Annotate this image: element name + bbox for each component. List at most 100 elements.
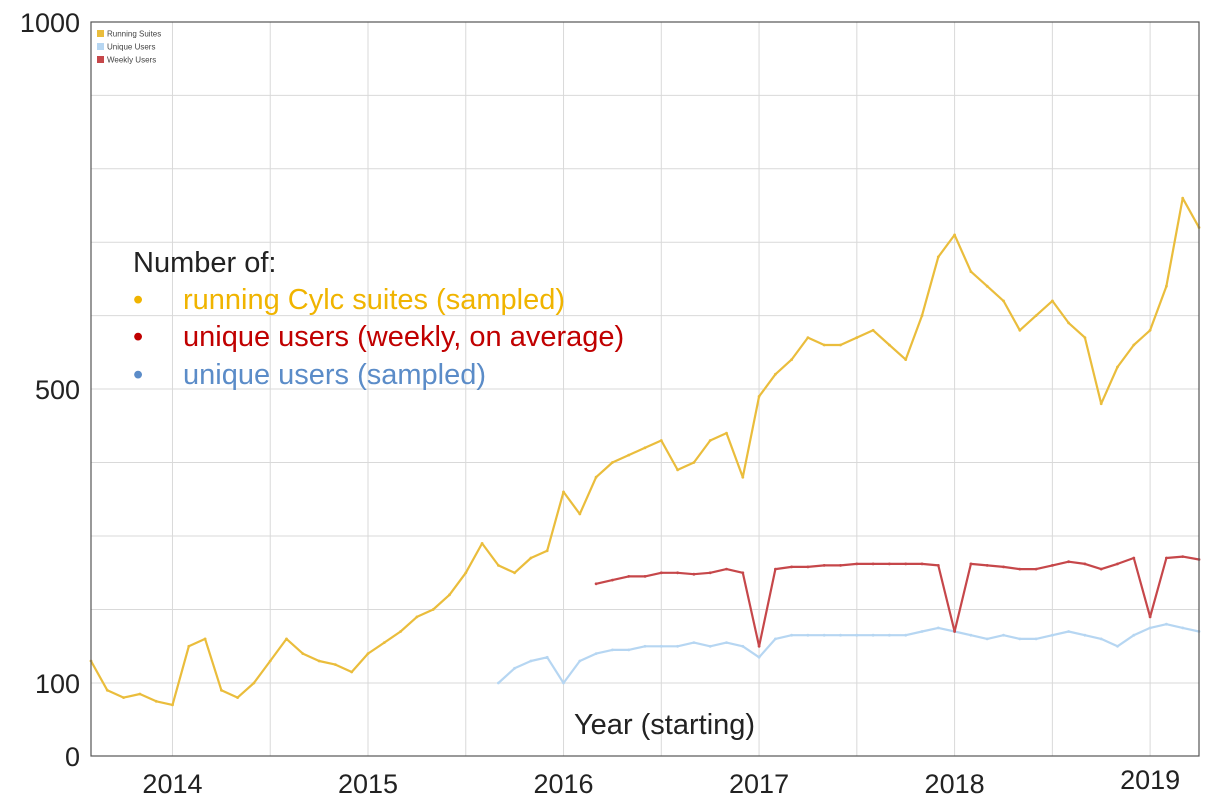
legend: Running Suites Unique Users Weekly Users (97, 30, 161, 65)
data-point (855, 633, 859, 637)
data-point (497, 564, 500, 567)
data-point (1067, 630, 1070, 633)
annotation-line-weekly-users: unique users (weekly, on average) (183, 321, 624, 353)
data-point (692, 572, 696, 576)
data-point (1083, 562, 1087, 566)
data-point (741, 571, 745, 575)
legend-label-weekly-users: Weekly Users (107, 56, 156, 65)
data-point (268, 659, 272, 663)
data-point (366, 652, 370, 655)
data-point (871, 328, 875, 332)
data-point (448, 593, 451, 597)
data-point (301, 652, 305, 655)
data-point (1116, 562, 1119, 566)
data-point (822, 343, 826, 347)
data-point (1099, 402, 1103, 406)
data-point (1018, 637, 1022, 641)
data-point (643, 575, 647, 578)
data-point (904, 633, 908, 637)
data-point (708, 439, 712, 442)
data-point (1181, 626, 1185, 630)
annotation-bullet-weekly-users: • (133, 321, 143, 353)
x-axis: 2014 2015 2016 2017 2018 2019 (142, 765, 1180, 799)
data-point (1132, 633, 1136, 637)
data-point (1018, 567, 1022, 571)
x-tick-label: 2015 (338, 769, 398, 799)
data-point (122, 696, 125, 699)
series-line-unique-users (497, 623, 1200, 685)
data-point (839, 564, 842, 567)
data-point (382, 641, 386, 644)
data-point (936, 564, 940, 567)
data-point (888, 562, 891, 566)
data-point (399, 630, 402, 633)
data-point (1181, 555, 1185, 558)
data-point (725, 641, 728, 644)
data-point (1034, 637, 1038, 641)
data-point (220, 688, 223, 692)
data-point (790, 565, 793, 569)
series-layer (89, 196, 1201, 707)
data-point (953, 630, 956, 633)
data-point (920, 630, 924, 633)
data-point (497, 681, 500, 685)
data-point (1051, 299, 1054, 303)
x-tick-label: 2018 (925, 769, 985, 799)
x-axis-label: Year (starting) (574, 709, 755, 741)
data-point (969, 270, 973, 273)
data-point (1165, 284, 1168, 288)
data-point (904, 358, 908, 361)
annotation-bullet-unique-users: • (133, 359, 143, 391)
data-point (627, 575, 631, 578)
data-point (236, 696, 240, 699)
annotation-bullet-suites: • (133, 284, 143, 316)
data-point (871, 562, 875, 566)
data-point (594, 652, 598, 655)
y-tick-label: 100 (35, 669, 80, 699)
data-point (985, 637, 989, 641)
data-point (138, 692, 142, 696)
data-point (676, 468, 679, 472)
annotation-line-suites: running Cylc suites (sampled) (183, 284, 565, 316)
data-point (464, 571, 468, 575)
data-point (1002, 565, 1005, 569)
data-point (725, 431, 728, 435)
data-point (985, 564, 989, 567)
plot-frame (90, 21, 1200, 757)
data-point (334, 663, 337, 666)
data-point (578, 659, 582, 663)
data-point (839, 633, 842, 637)
data-point (578, 512, 582, 516)
legend-label-running-suites: Running Suites (107, 30, 161, 39)
data-point (562, 681, 565, 685)
data-point (1083, 633, 1087, 637)
data-point (187, 644, 191, 648)
data-point (611, 578, 614, 582)
data-point (545, 549, 549, 553)
y-tick-label: 0 (65, 742, 80, 772)
data-point (317, 659, 321, 663)
data-point (790, 358, 793, 361)
data-point (545, 655, 549, 659)
legend-swatch-running-suites (97, 30, 104, 37)
data-point (594, 582, 598, 586)
data-point (774, 372, 777, 376)
data-point (1051, 633, 1054, 637)
data-point (1002, 633, 1005, 637)
data-point (920, 314, 924, 317)
data-point (741, 644, 745, 648)
data-point (757, 395, 761, 398)
data-point (888, 633, 891, 637)
data-point (888, 343, 891, 347)
data-point (774, 567, 777, 571)
data-point (513, 666, 516, 670)
data-point (692, 641, 696, 644)
x-tick-label: 2017 (729, 769, 789, 799)
annotation: Number of: • running Cylc suites (sample… (133, 247, 624, 391)
data-point (643, 446, 647, 450)
data-point (953, 233, 956, 237)
data-point (774, 637, 777, 641)
data-point (431, 608, 435, 611)
